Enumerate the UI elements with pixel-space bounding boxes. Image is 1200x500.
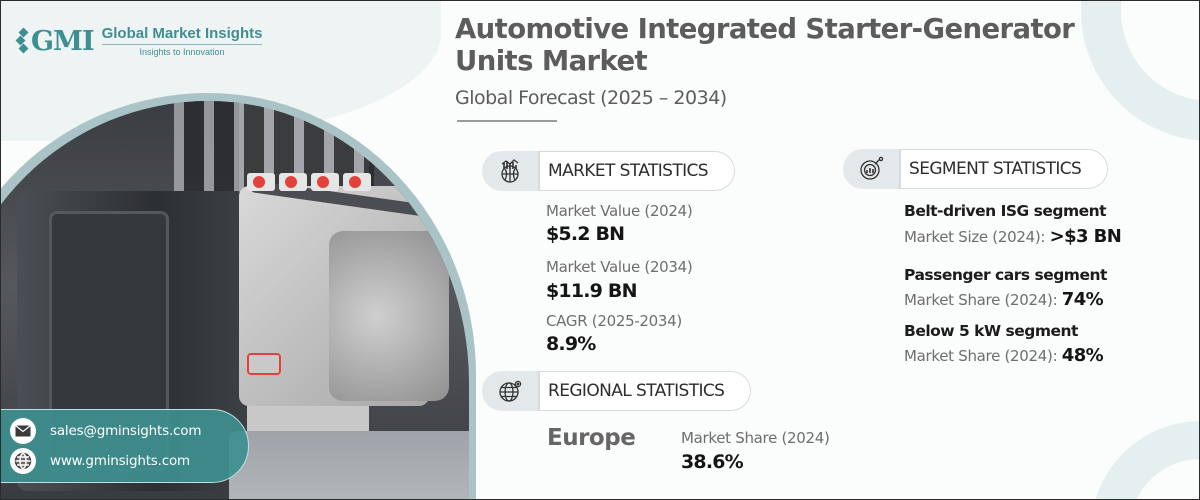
section-title: MARKET STATISTICS bbox=[538, 151, 735, 191]
segment-below-5kw-title: Below 5 kW segment bbox=[904, 322, 1078, 340]
segment-belt-driven-value: >$3 BN bbox=[1049, 226, 1122, 247]
market-statistics-header: MARKET STATISTICS bbox=[482, 151, 735, 191]
target-chart-icon bbox=[843, 149, 899, 189]
section-title: REGIONAL STATISTICS bbox=[538, 371, 752, 411]
globe-chart-icon bbox=[482, 151, 538, 191]
brand-name: Global Market Insights bbox=[101, 25, 263, 45]
region-metric-value: 38.6% bbox=[681, 451, 744, 473]
regional-statistics-header: REGIONAL STATISTICS bbox=[482, 371, 752, 411]
title-line-2: Units Market bbox=[455, 45, 648, 77]
page-title: Automotive Integrated Starter-Generator … bbox=[455, 13, 1075, 77]
divider bbox=[457, 120, 557, 122]
contact-box: sales@gminsights.com www.gminsights.com bbox=[1, 409, 249, 483]
segment-statistics-header: SEGMENT STATISTICS bbox=[843, 149, 1109, 189]
contact-email[interactable]: sales@gminsights.com bbox=[10, 418, 201, 444]
section-title: SEGMENT STATISTICS bbox=[899, 149, 1109, 189]
cagr-label: CAGR (2025-2034) bbox=[546, 312, 682, 330]
segment-below-5kw-value: 48% bbox=[1061, 345, 1104, 366]
segment-passenger-cars-value: 74% bbox=[1061, 289, 1104, 310]
region-metric-label: Market Share (2024) bbox=[681, 429, 830, 447]
globe-pin-icon bbox=[482, 371, 538, 411]
segment-passenger-cars-metric: Market Share (2024): 74% bbox=[904, 289, 1104, 310]
decorative-arc-top-right bbox=[1081, 1, 1199, 141]
market-value-2034-label: Market Value (2034) bbox=[546, 258, 693, 276]
logo-letters: GMI bbox=[31, 25, 95, 57]
logo-mark: GMI bbox=[15, 25, 95, 57]
market-value-2034: $11.9 BN bbox=[546, 280, 638, 302]
email-link[interactable]: sales@gminsights.com bbox=[50, 423, 202, 439]
region-name: Europe bbox=[547, 425, 636, 451]
market-value-2024-label: Market Value (2024) bbox=[546, 202, 693, 220]
website-link[interactable]: www.gminsights.com bbox=[50, 453, 190, 469]
title-line-1: Automotive Integrated Starter-Generator bbox=[455, 13, 1075, 45]
brand-logo: GMI Global Market Insights Insights to I… bbox=[15, 25, 263, 57]
envelope-icon bbox=[10, 418, 36, 444]
globe-icon bbox=[10, 448, 36, 474]
page-subtitle: Global Forecast (2025 – 2034) bbox=[455, 87, 727, 109]
market-value-2024: $5.2 BN bbox=[546, 223, 625, 245]
cagr-value: 8.9% bbox=[546, 333, 596, 355]
segment-passenger-cars-title: Passenger cars segment bbox=[904, 266, 1107, 284]
segment-belt-driven-metric: Market Size (2024): >$3 BN bbox=[904, 226, 1122, 247]
contact-website[interactable]: www.gminsights.com bbox=[10, 448, 190, 474]
segment-belt-driven-title: Belt-driven ISG segment bbox=[904, 202, 1107, 220]
decorative-arc-bottom-right bbox=[1091, 421, 1199, 499]
diamond-icon bbox=[15, 27, 29, 54]
brand-tagline: Insights to Innovation bbox=[139, 47, 225, 57]
segment-below-5kw-metric: Market Share (2024): 48% bbox=[904, 345, 1104, 366]
